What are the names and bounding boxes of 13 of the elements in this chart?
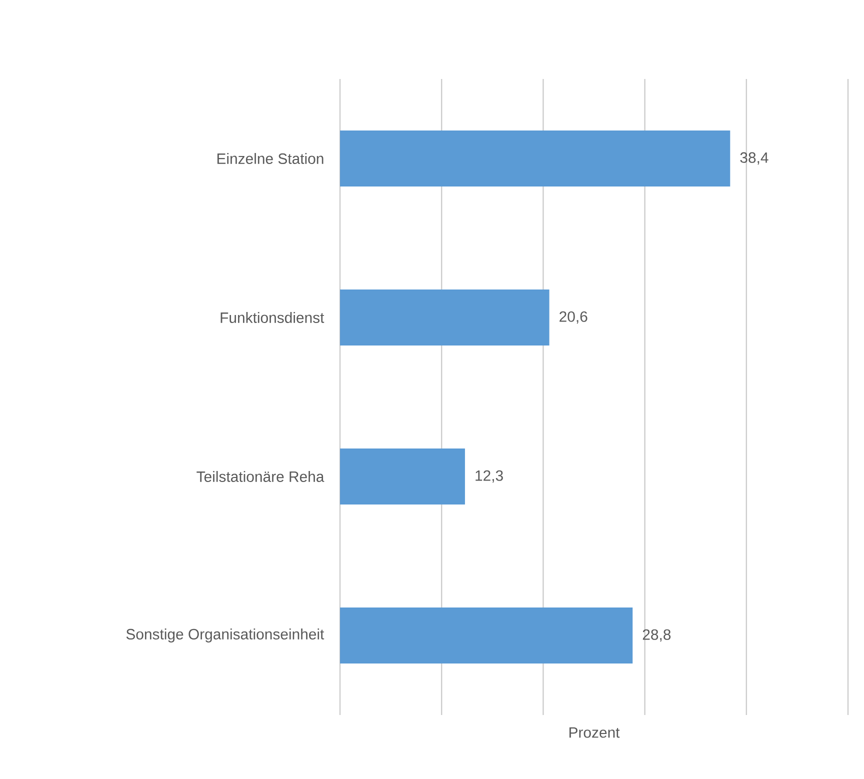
data-label: 20,6: [560, 311, 588, 324]
data-label: 28,8: [642, 629, 671, 642]
bar: [340, 130, 730, 186]
y-tick-label: Funktionsdienst: [220, 312, 324, 323]
y-tick-label: Teilstationäre Reha: [196, 471, 324, 482]
bar: [340, 607, 633, 664]
bar: [340, 289, 550, 346]
x-axis-title: Prozent: [569, 727, 620, 738]
y-tick-label: Einzelne Station: [217, 153, 324, 164]
bar: [340, 448, 465, 504]
y-tick-label: Sonstige Organisationseinheit: [126, 628, 324, 642]
data-label: 38,4: [740, 152, 768, 165]
data-label: 12,3: [476, 470, 503, 483]
